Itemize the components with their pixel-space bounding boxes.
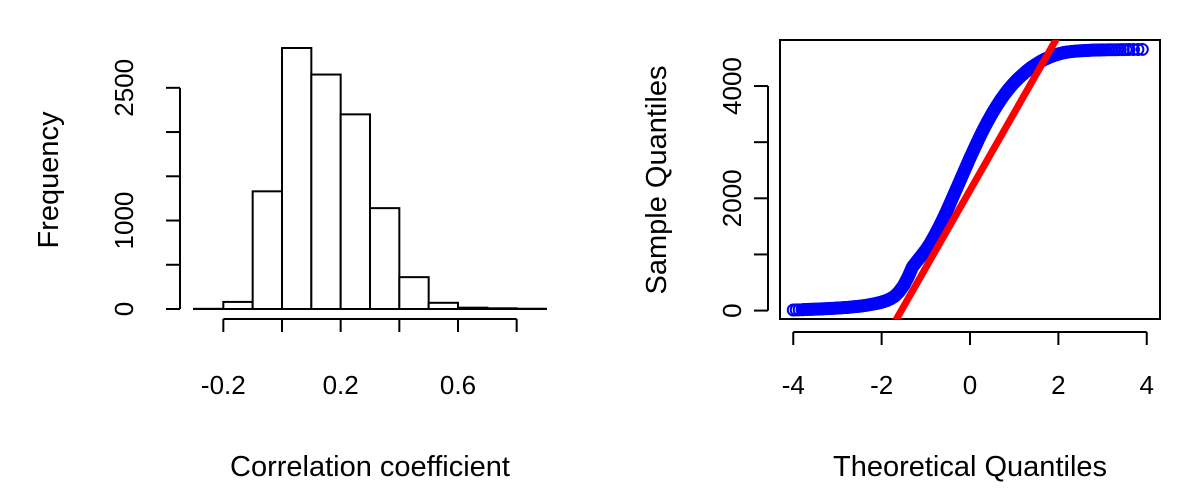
qq-x-tick-label: 0 — [963, 370, 977, 400]
histogram-bar — [339, 113, 371, 311]
histogram-y-tick-label: 1000 — [109, 192, 139, 250]
qq-x-tick-label: 2 — [1051, 370, 1065, 400]
histogram-bar — [222, 300, 254, 310]
histogram-y-axis-title: Frequency — [33, 111, 65, 249]
histogram-bar — [251, 190, 284, 310]
histogram-bar — [310, 73, 342, 310]
histogram-bar — [427, 301, 459, 311]
qq-y-axis-title: Sample Quantiles — [641, 66, 673, 295]
histogram-x-axis: -0.2 0.2 0.6 — [201, 318, 518, 400]
qq-reference-line — [892, 40, 1060, 319]
qq-x-axis: -4 -2 0 2 4 — [782, 331, 1154, 400]
histogram-y-tick-label: 2500 — [109, 59, 139, 117]
qq-y-tick-label: 4000 — [717, 57, 747, 115]
qq-x-axis-title: Theoretical Quantiles — [833, 451, 1107, 483]
histogram-bar — [457, 306, 489, 311]
histogram-bar — [281, 47, 313, 310]
histogram-x-tick-label: 0.2 — [323, 370, 359, 400]
histogram-x-tick-label: 0.6 — [440, 370, 476, 400]
qq-point — [1122, 43, 1136, 57]
qq-x-tick-label: -2 — [870, 370, 893, 400]
histogram-bar — [486, 307, 518, 311]
qq-x-tick-label: 4 — [1140, 370, 1154, 400]
histogram-panel: -0.2 0.2 0.6 0 1000 2500 Correlation coeffic… — [33, 47, 548, 483]
histogram-x-tick-label: -0.2 — [201, 370, 246, 400]
qq-plot-frame — [779, 39, 1161, 320]
qq-y-tick-label: 0 — [717, 303, 747, 317]
qq-x-tick-label: -4 — [782, 370, 805, 400]
histogram-y-tick-label: 0 — [109, 302, 139, 316]
qq-point — [1131, 42, 1145, 56]
qq-y-tick-label: 2000 — [717, 169, 747, 227]
histogram-bar — [369, 207, 401, 310]
histogram-bars — [193, 47, 548, 311]
qq-point — [1135, 42, 1149, 56]
qq-point — [1126, 43, 1140, 57]
histogram-bar — [398, 276, 430, 310]
qq-y-axis: 0 2000 4000 — [717, 57, 769, 318]
qq-line-segment — [892, 40, 1060, 319]
histogram-x-axis-title: Correlation coefficient — [230, 451, 510, 483]
histogram-y-axis: 0 1000 2500 — [109, 59, 181, 316]
qq-points — [786, 42, 1149, 317]
